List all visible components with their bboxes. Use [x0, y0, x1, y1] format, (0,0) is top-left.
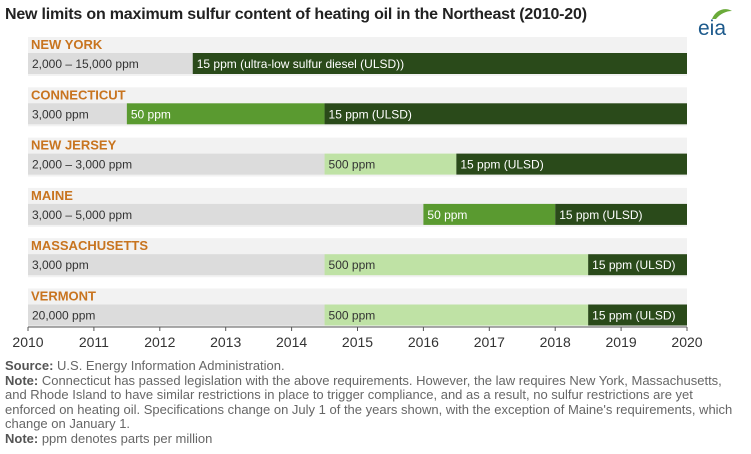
row-new-york: NEW YORK 2,000 – 15,000 ppm 15 ppm (ultra-…: [28, 37, 687, 76]
row-vermont: VERMONT 20,000 ppm 500 ppm 15 ppm (ULSD): [28, 288, 687, 328]
chart-notes: Source: U.S. Energy Information Administ…: [5, 358, 747, 447]
row-massachusetts: MASSACHUSETTS 3,000 ppm 500 ppm 15 ppm (ULS…: [28, 238, 687, 278]
segment-bar: [324, 304, 589, 326]
segment-label: 15 ppm (ULSD): [329, 107, 412, 121]
segment-label: 15 ppm (ULSD): [559, 208, 642, 222]
state-bands: NEW YORK 2,000 – 15,000 ppm 15 ppm (ultra-…: [28, 37, 687, 328]
x-tick-label: 2012: [144, 334, 175, 350]
segment-label: 15 ppm (ULSD): [592, 309, 675, 323]
segment-bar: [28, 53, 193, 74]
segment-label: 20,000 ppm: [32, 309, 95, 323]
state-label: NEW JERSEY: [31, 138, 117, 153]
segment-bar: [324, 254, 589, 276]
segment-bar: [28, 304, 325, 326]
segment-bar: [555, 203, 687, 225]
x-tick-label: 2011: [79, 334, 109, 350]
source-label: Source:: [5, 358, 54, 373]
segment-label: 15 ppm (ULSD): [460, 158, 543, 172]
note-label-2: Note:: [5, 430, 39, 446]
segment-bar: [423, 203, 556, 225]
segment-label: 50 ppm: [427, 208, 467, 222]
state-label: NEW YORK: [31, 37, 103, 52]
source-line: Source: U.S. Energy Information Administ…: [5, 358, 747, 374]
note-text-1: Connecticut has passed legislation with …: [5, 372, 733, 432]
segment-bar: [28, 153, 325, 175]
segment-bar: [324, 153, 457, 175]
note-line-2: Note: ppm denotes parts per million: [5, 430, 747, 447]
eia-logo: eia: [698, 9, 732, 39]
x-tick-label: 2010: [12, 334, 43, 350]
x-tick-label: 2019: [606, 334, 637, 350]
segment-bar: [588, 254, 687, 276]
segment-bar: [28, 254, 325, 276]
segment-label: 15 ppm (ultra-low sulfur diesel (ULSD)): [197, 57, 404, 71]
segment-label: 50 ppm: [131, 107, 171, 121]
x-tick-label: 2017: [474, 334, 505, 350]
eia-logo-text: eia: [698, 17, 726, 39]
state-label: VERMONT: [31, 289, 96, 304]
segment-label: 15 ppm (ULSD): [592, 258, 675, 272]
x-tick-label: 2013: [210, 334, 241, 350]
x-tick-label: 2016: [408, 334, 439, 350]
segment-bar: [456, 153, 687, 175]
segment-bar: [324, 103, 687, 125]
eia-logo-leaf: [712, 9, 732, 19]
note-text-2: ppm denotes parts per million: [38, 430, 213, 446]
state-label: CONNECTICUT: [31, 87, 126, 102]
state-label: MAINE: [31, 188, 73, 203]
segment-bar: [588, 304, 687, 326]
segment-label: 2,000 – 15,000 ppm: [32, 57, 139, 71]
source-text: U.S. Energy Information Administration.: [53, 358, 285, 373]
segment-label: 3,000 ppm: [32, 107, 89, 121]
x-tick-label: 2015: [342, 334, 373, 350]
state-label: MASSACHUSETTS: [31, 238, 148, 253]
row-new-jersey: NEW JERSEY 2,000 – 3,000 ppm 500 ppm 15 ppm…: [28, 137, 687, 177]
segment-label: 500 ppm: [329, 258, 376, 272]
note-label-1: Note:: [5, 372, 39, 388]
segment-label: 3,000 ppm: [32, 258, 89, 272]
segment-bar: [192, 53, 687, 74]
segment-label: 3,000 – 5,000 ppm: [32, 208, 132, 222]
chart-title: New limits on maximum sulfur content of …: [5, 6, 587, 23]
note-line-1: Note: Connecticut has passed legislation…: [5, 372, 747, 432]
x-tick-label: 2018: [540, 334, 571, 350]
x-tick-label: 2014: [276, 334, 307, 350]
timeline-chart: NEW YORK 2,000 – 15,000 ppm 15 ppm (ultra-…: [12, 37, 703, 350]
x-tick-label: 2020: [671, 334, 702, 350]
x-axis: 2010 2011 2012 2013 2014 2015 2016 2017 2018 2019…: [12, 326, 703, 350]
segment-bar: [28, 103, 127, 125]
row-maine: MAINE 3,000 – 5,000 ppm 50 ppm 15 ppm (ULSD…: [28, 187, 687, 227]
segment-bar: [28, 203, 424, 225]
segment-bar: [126, 103, 325, 125]
segment-label: 2,000 – 3,000 ppm: [32, 158, 132, 172]
row-connecticut: CONNECTICUT 3,000 ppm 50 ppm 15 ppm (ULSD): [28, 87, 687, 127]
segment-label: 500 ppm: [329, 158, 376, 172]
segment-label: 500 ppm: [329, 309, 376, 323]
